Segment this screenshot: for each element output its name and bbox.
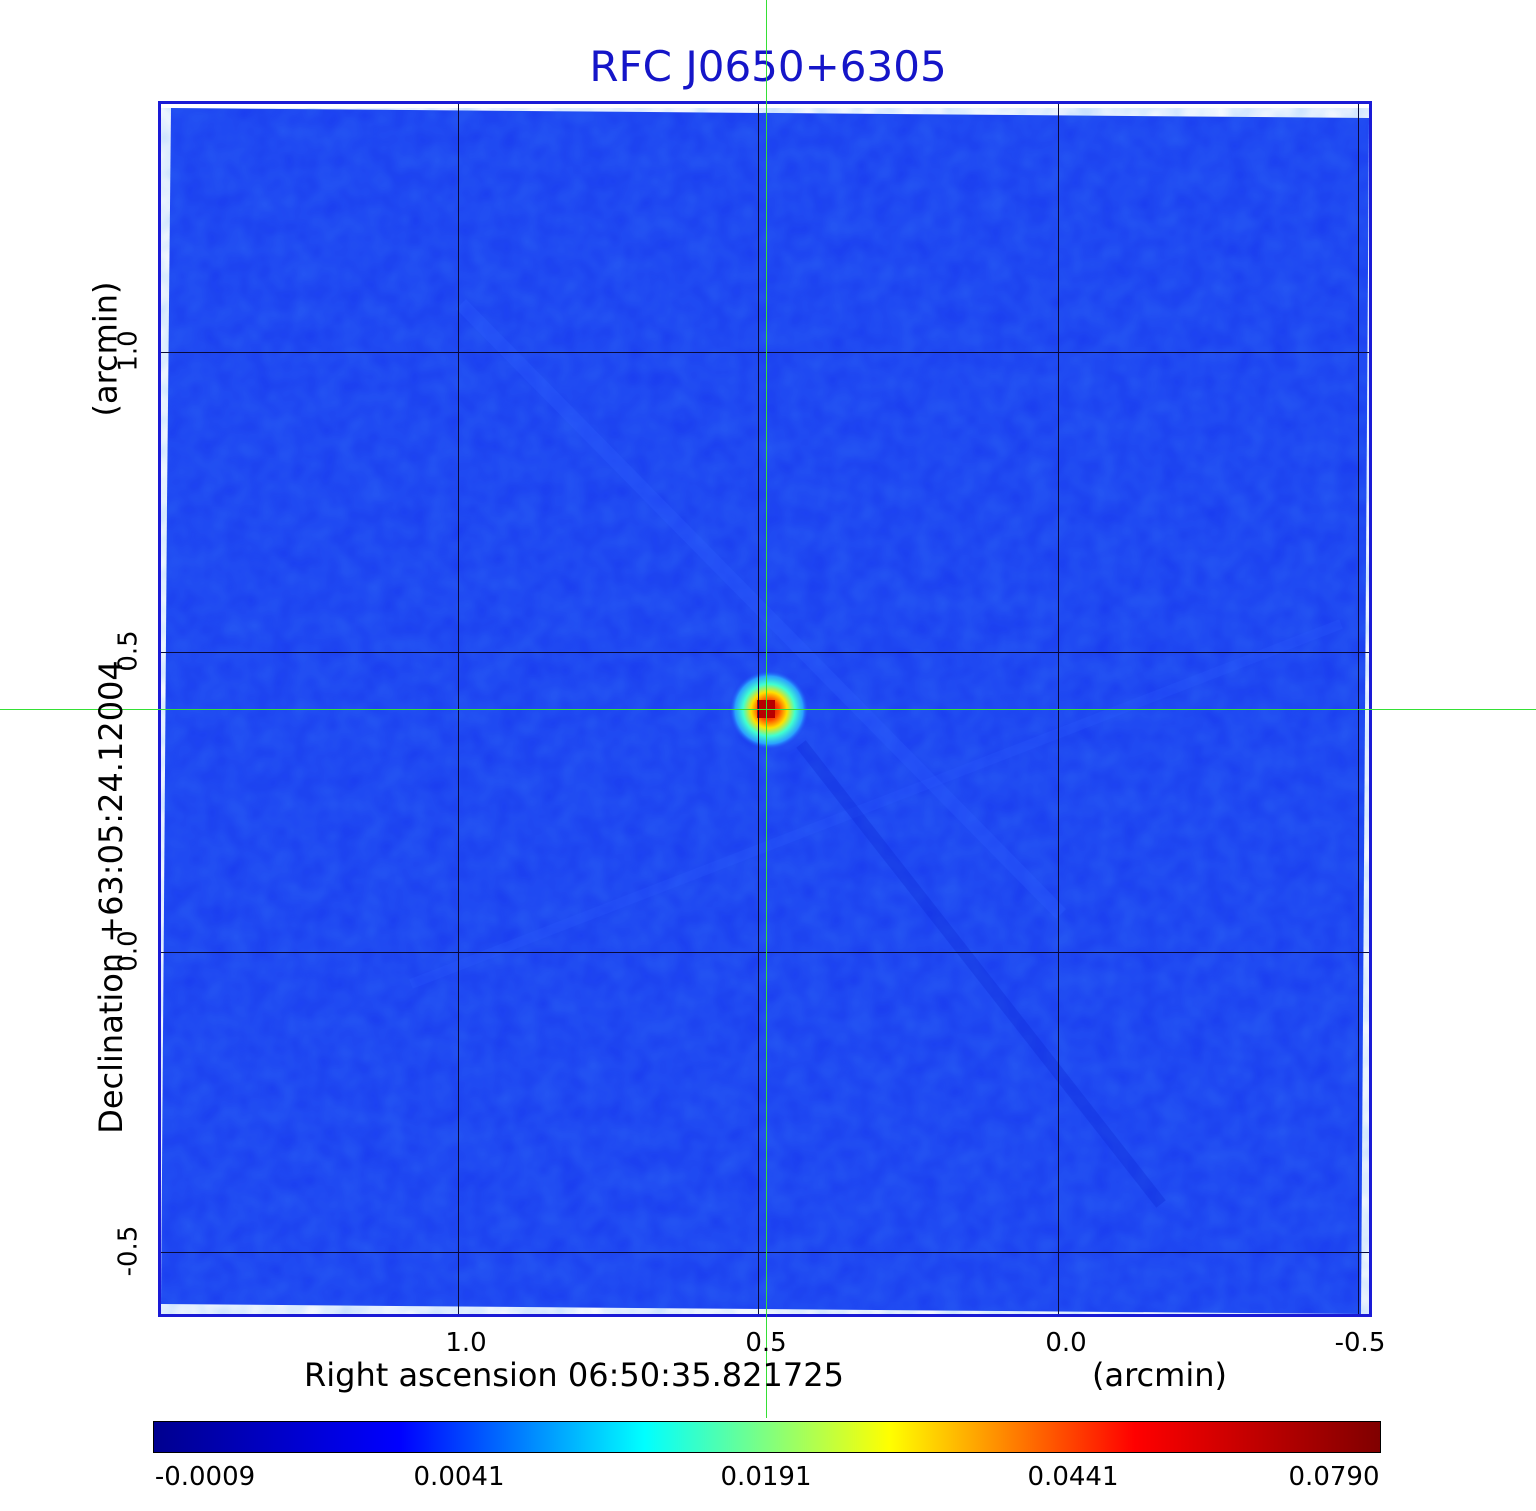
colorbar-tick-label: 0.0191: [720, 1462, 812, 1492]
colorbar-tick-label: 0.0441: [1027, 1462, 1119, 1492]
colorbar-tick-label: 0.0790: [1288, 1462, 1380, 1492]
grid-line: [161, 952, 1369, 953]
colorbar-tick-label: 0.0041: [413, 1462, 505, 1492]
y-axis-unit: (arcmin): [86, 281, 125, 417]
x-axis-unit: (arcmin): [1092, 1356, 1227, 1394]
crosshair-horizontal: [0, 709, 1536, 710]
colorbar-tick-label: -0.0009: [154, 1462, 256, 1492]
grid-line: [161, 352, 1369, 353]
grid-line: [161, 1252, 1369, 1253]
y-tick-label: -0.5: [113, 1225, 144, 1277]
x-tick-label: 1.0: [445, 1328, 487, 1358]
x-tick-label: -0.5: [1334, 1328, 1386, 1358]
image-title: RFC J0650+6305: [589, 42, 947, 91]
x-tick-label: 0.5: [745, 1328, 787, 1358]
x-tick-label: 0.0: [1045, 1328, 1087, 1358]
radio-image[interactable]: [161, 104, 1369, 1314]
x-axis-label: Right ascension 06:50:35.821725: [304, 1356, 844, 1394]
colorbar: [153, 1421, 1381, 1453]
y-axis-label: Declination +63:05:24.12004: [91, 660, 130, 1134]
grid-line: [161, 652, 1369, 653]
